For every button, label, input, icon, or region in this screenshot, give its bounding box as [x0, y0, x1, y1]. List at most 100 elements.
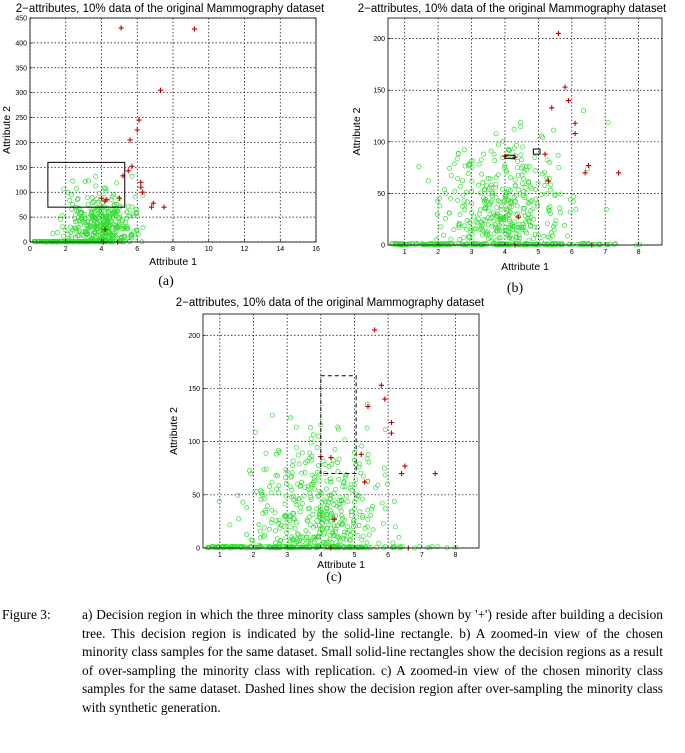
majority-point: [544, 221, 550, 227]
majority-point: [454, 156, 460, 162]
majority-point: [67, 198, 73, 204]
majority-point: [448, 195, 453, 201]
majority-point: [61, 186, 67, 192]
majority-point: [237, 544, 243, 550]
majority-point: [435, 241, 441, 247]
majority-point: [351, 499, 357, 505]
x-tick-label: 10: [205, 246, 213, 253]
majority-point: [551, 127, 556, 133]
majority-point: [266, 544, 272, 550]
minority-point: [372, 327, 378, 333]
y-tick-label: 100: [373, 139, 385, 146]
majority-point: [517, 235, 522, 241]
majority-point: [90, 216, 96, 222]
majority-point: [315, 534, 321, 540]
majority-point: [479, 232, 485, 238]
majority-point: [464, 189, 470, 195]
majority-point: [92, 228, 98, 234]
majority-point: [270, 545, 275, 550]
majority-point: [521, 176, 527, 182]
chart-c-svg: 2−attributes, 10% data of the original M…: [168, 297, 485, 571]
majority-point: [305, 458, 310, 464]
majority-point: [514, 234, 520, 240]
majority-point: [338, 497, 344, 503]
majority-point: [462, 203, 468, 209]
majority-point: [287, 484, 293, 490]
majority-point: [318, 543, 324, 549]
minority-point: [585, 162, 592, 169]
majority-point: [344, 493, 349, 499]
majority-point: [268, 490, 274, 496]
minority-point: [572, 120, 578, 126]
majority-point: [268, 520, 274, 526]
majority-point: [295, 452, 301, 458]
y-tick-label: 100: [15, 190, 27, 197]
majority-point: [128, 233, 134, 238]
majority-point: [493, 181, 499, 187]
majority-point: [129, 174, 135, 179]
majority-point: [289, 544, 295, 550]
majority-point: [255, 544, 260, 550]
majority-point: [296, 496, 302, 502]
minority-point: [148, 204, 155, 210]
majority-point: [276, 447, 282, 453]
majority-point: [365, 478, 371, 484]
majority-point: [89, 195, 95, 201]
y-axis-label: Attribute 2: [168, 407, 180, 455]
majority-point: [328, 525, 334, 531]
majority-point: [111, 201, 117, 207]
majority-point: [307, 450, 312, 456]
majority-point: [257, 544, 263, 550]
majority-point: [382, 506, 388, 512]
majority-point: [111, 221, 117, 227]
minority-point: [127, 137, 133, 143]
sublabel-a: (a): [158, 274, 174, 289]
majority-point: [513, 241, 519, 246]
majority-points: [389, 108, 643, 248]
majority-point: [510, 224, 516, 230]
minority-point: [102, 198, 108, 204]
majority-point: [341, 532, 347, 538]
majority-point: [306, 486, 312, 492]
majority-point: [322, 499, 328, 505]
majority-point: [94, 196, 100, 202]
majority-point: [60, 224, 65, 230]
minority-point: [402, 463, 408, 469]
majority-point: [355, 533, 361, 539]
majority-point: [434, 237, 440, 243]
majority-point: [263, 510, 269, 515]
majority-point: [252, 429, 258, 435]
majority-point: [209, 544, 215, 550]
y-tick-label: 150: [15, 165, 27, 172]
majority-point: [302, 485, 308, 491]
majority-point: [518, 152, 524, 158]
majority-point: [298, 505, 304, 511]
majority-point: [269, 412, 275, 418]
majority-point: [299, 479, 305, 485]
chart-a-svg: 2−attributes, 10% data of the original M…: [1, 3, 325, 268]
majority-point: [379, 500, 385, 506]
majority-point: [84, 219, 90, 225]
x-tick-label: 16: [312, 246, 320, 253]
majority-point: [222, 544, 228, 549]
x-tick-label: 4: [503, 249, 507, 256]
majority-point: [307, 522, 313, 527]
majority-point: [319, 499, 325, 505]
majority-point: [258, 496, 264, 502]
majority-point: [468, 158, 474, 164]
majority-point: [369, 504, 375, 510]
majority-point: [298, 482, 304, 488]
majority-point: [78, 215, 84, 221]
majority-point: [434, 211, 440, 217]
majority-point: [283, 481, 289, 486]
majority-point: [498, 206, 504, 212]
majority-point: [437, 195, 443, 201]
majority-point: [308, 440, 314, 446]
majority-point: [553, 218, 559, 223]
majority-point: [605, 120, 611, 126]
y-tick-label: 50: [192, 492, 200, 499]
majority-point: [478, 220, 484, 226]
majority-point: [276, 449, 282, 455]
majority-point: [85, 202, 91, 208]
majority-point: [121, 239, 127, 244]
